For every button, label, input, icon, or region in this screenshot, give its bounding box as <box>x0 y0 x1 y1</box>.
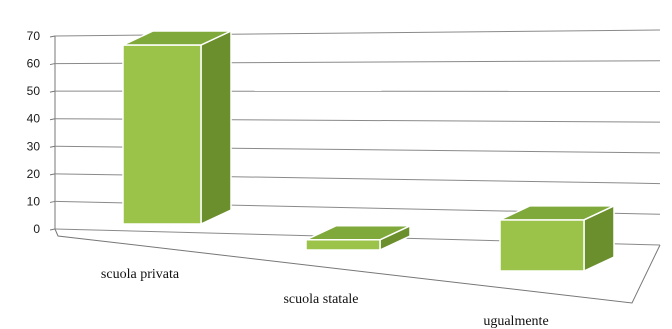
bar-side-face <box>200 29 232 226</box>
y-tick-label: 40 <box>27 112 41 126</box>
y-tick-label: 20 <box>27 167 41 181</box>
bars <box>122 29 615 273</box>
bar-top-face <box>122 30 232 46</box>
y-tick-label: 50 <box>27 84 41 98</box>
y-tick-mark <box>49 35 56 38</box>
y-axis-tick-labels: 0 10 20 30 40 50 60 70 <box>27 29 41 236</box>
y-tick-mark <box>49 200 56 203</box>
y-tick-mark <box>49 118 56 121</box>
floor-outline <box>54 228 661 304</box>
bar-front-face <box>499 219 585 272</box>
y-tick-label: 10 <box>27 194 41 208</box>
chart-walls <box>54 36 661 304</box>
bar-top-face <box>305 225 411 241</box>
x-category-label: scuola privata <box>101 267 180 282</box>
bar-front-face <box>122 44 202 225</box>
y-tick-label: 70 <box>27 29 41 43</box>
y-tick-mark <box>49 228 56 231</box>
bar-scuola-privata <box>122 29 232 226</box>
y-tick-label: 30 <box>27 139 41 153</box>
bar-top-face <box>499 205 615 221</box>
y-tick-mark <box>49 90 56 93</box>
x-category-label: ugualmente <box>483 314 548 329</box>
bar-ugualmente <box>499 204 615 273</box>
bar-front-face <box>305 239 381 251</box>
y-tick-mark <box>49 63 56 66</box>
y-tick-mark <box>49 173 56 176</box>
y-tick-mark <box>49 145 56 148</box>
bar-scuola-statale <box>305 224 411 252</box>
x-axis-category-labels: scuola privata scuola statale ugualmente <box>101 267 549 329</box>
y-tick-label: 0 <box>33 222 40 236</box>
y-tick-label: 60 <box>27 57 41 71</box>
x-category-label: scuola statale <box>283 292 358 307</box>
